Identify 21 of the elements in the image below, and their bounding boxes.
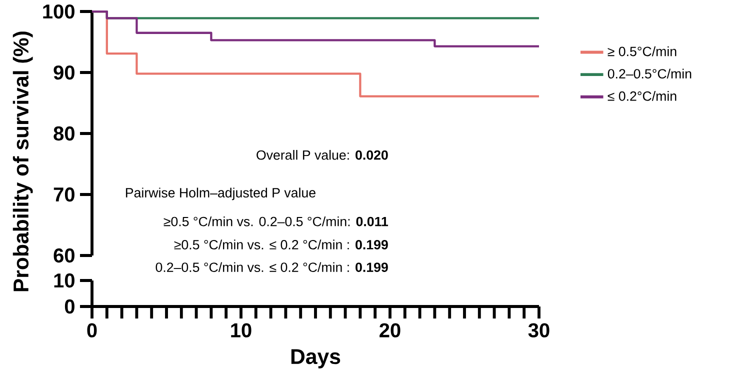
- y-tick-label: 70: [54, 188, 74, 202]
- annotation: Overall P value: 0.020: [256, 150, 388, 160]
- annotation: ≥0.5 °C/min vs. 0.2–0.5 °C/min: 0.011: [164, 216, 388, 226]
- annotation: ≥0.5 °C/min vs. ≤ 0.2 °C/min : 0.199: [174, 240, 388, 250]
- y-axis-title: Probability of survival (%): [12, 32, 33, 292]
- annotation: Pairwise Holm–adjusted P value: [126, 188, 316, 200]
- x-tick-label: 20: [380, 323, 400, 338]
- x-tick-label: 30: [528, 323, 550, 338]
- legend-label: ≥ 0.5°C/min: [608, 46, 676, 56]
- x-tick-label: 10: [231, 323, 252, 338]
- x-axis-title: Days: [291, 349, 340, 369]
- y-tick-label: 100: [43, 4, 74, 19]
- text: 0.2–0.5 °C/min vs. ≤ 0.2 °C/min : 0.199: [156, 262, 388, 272]
- y-tick-label: 0: [64, 300, 74, 314]
- legend-label: 0.2–0.5°C/min: [608, 68, 692, 79]
- y-tick-label: 60: [54, 248, 74, 263]
- x-tick-label: 0: [87, 323, 97, 338]
- y-tick-label: 90: [54, 66, 74, 80]
- y-tick-label: 10: [54, 274, 74, 288]
- legend-label: ≤ 0.2°C/min: [608, 91, 676, 102]
- y-tick-label: 80: [54, 126, 74, 141]
